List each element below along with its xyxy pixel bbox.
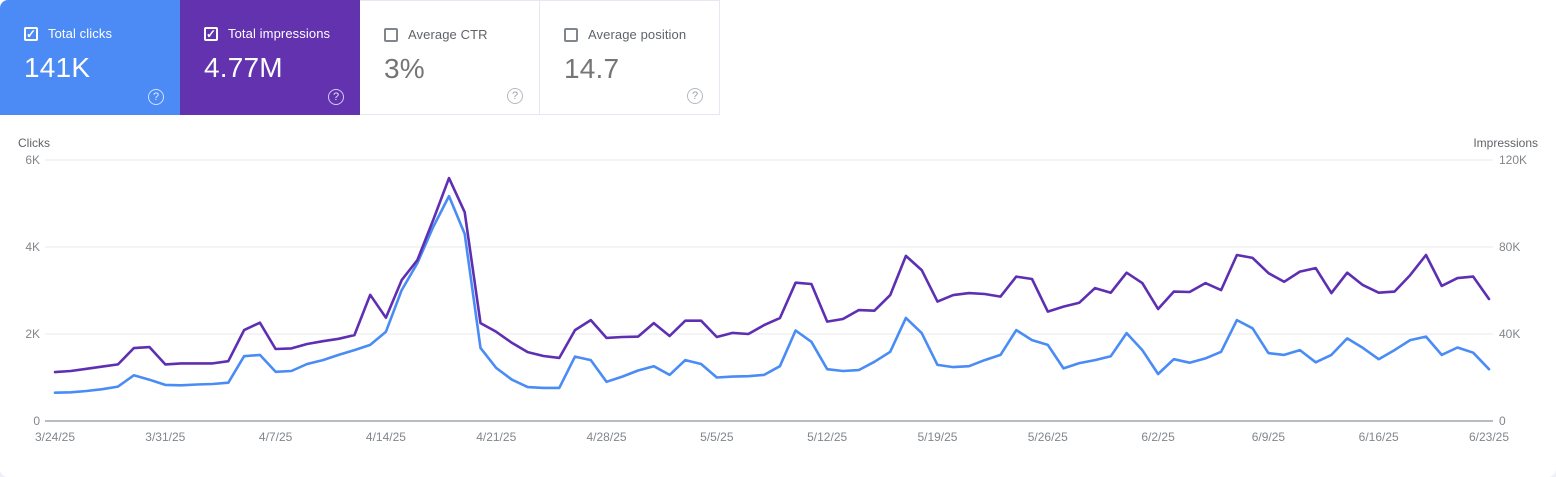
average-position-value: 14.7 (564, 53, 620, 84)
card-average-ctr[interactable]: Average CTR 3% ? (360, 0, 540, 115)
right-axis-tick: 40K (1499, 327, 1520, 341)
left-axis-tick: 6K (25, 153, 40, 167)
card-average-ctr-header: Average CTR (384, 27, 539, 42)
total-clicks-label: Total clicks (48, 26, 113, 41)
performance-chart: Clicks Impressions 6K 4K 2K 0 120K 80K 40K 0 3/24/… (0, 130, 1556, 470)
average-ctr-label: Average CTR (408, 27, 488, 42)
performance-chart-svg: Clicks Impressions 6K 4K 2K 0 120K 80K 40K 0 3/24/… (18, 136, 1538, 444)
left-axis-tick: 4K (25, 240, 40, 254)
x-axis-tick: 5/5/25 (700, 430, 734, 444)
clicks-line (53, 194, 1491, 395)
total-clicks-checkbox[interactable]: ✓ (24, 26, 38, 41)
average-ctr-checkbox[interactable] (384, 27, 398, 42)
left-axis-tick: 0 (33, 414, 40, 428)
total-clicks-value: 141K (24, 52, 91, 83)
x-axis-tick: 4/14/25 (366, 430, 406, 444)
card-average-position-header: Average position (564, 27, 719, 42)
left-axis-title: Clicks (18, 136, 50, 150)
x-axis-tick: 3/31/25 (145, 430, 185, 444)
right-axis-tick: 80K (1499, 240, 1520, 254)
chart-card-bottom-edge (0, 468, 1556, 477)
help-icon[interactable]: ? (687, 88, 703, 104)
impressions-line (53, 176, 1491, 374)
right-axis-tick: 0 (1499, 414, 1506, 428)
help-icon[interactable]: ? (148, 89, 164, 105)
help-icon[interactable]: ? (328, 89, 344, 105)
total-impressions-checkbox[interactable]: ✓ (204, 26, 218, 41)
average-position-label: Average position (588, 27, 687, 42)
x-axis-tick: 4/21/25 (476, 430, 516, 444)
x-axis-tick: 6/2/25 (1141, 430, 1175, 444)
x-axis-tick: 3/24/25 (35, 430, 75, 444)
card-average-position[interactable]: Average position 14.7 ? (540, 0, 720, 115)
card-total-impressions[interactable]: ✓ Total impressions 4.77M ? (180, 0, 360, 115)
x-axis-tick: 6/9/25 (1252, 430, 1286, 444)
right-axis-tick: 120K (1499, 153, 1527, 167)
left-axis-tick: 2K (25, 327, 40, 341)
card-total-clicks[interactable]: ✓ Total clicks 141K ? (0, 0, 180, 115)
metrics-card-row: ✓ Total clicks 141K ? ✓ Total impression… (0, 0, 720, 115)
x-axis-tick: 4/28/25 (587, 430, 627, 444)
right-axis-title: Impressions (1473, 136, 1538, 150)
x-axis-tick: 5/12/25 (807, 430, 847, 444)
total-impressions-label: Total impressions (228, 26, 331, 41)
average-ctr-value: 3% (384, 53, 425, 84)
x-axis-tick: 5/26/25 (1028, 430, 1068, 444)
card-total-clicks-header: ✓ Total clicks (24, 26, 180, 41)
card-total-impressions-header: ✓ Total impressions (204, 26, 360, 41)
average-position-checkbox[interactable] (564, 27, 578, 42)
x-axis-tick: 6/23/25 (1469, 430, 1509, 444)
help-icon[interactable]: ? (507, 88, 523, 104)
x-axis-tick: 6/16/25 (1359, 430, 1399, 444)
total-impressions-value: 4.77M (204, 52, 283, 83)
x-axis-tick: 4/7/25 (259, 430, 293, 444)
x-axis-tick: 5/19/25 (917, 430, 957, 444)
